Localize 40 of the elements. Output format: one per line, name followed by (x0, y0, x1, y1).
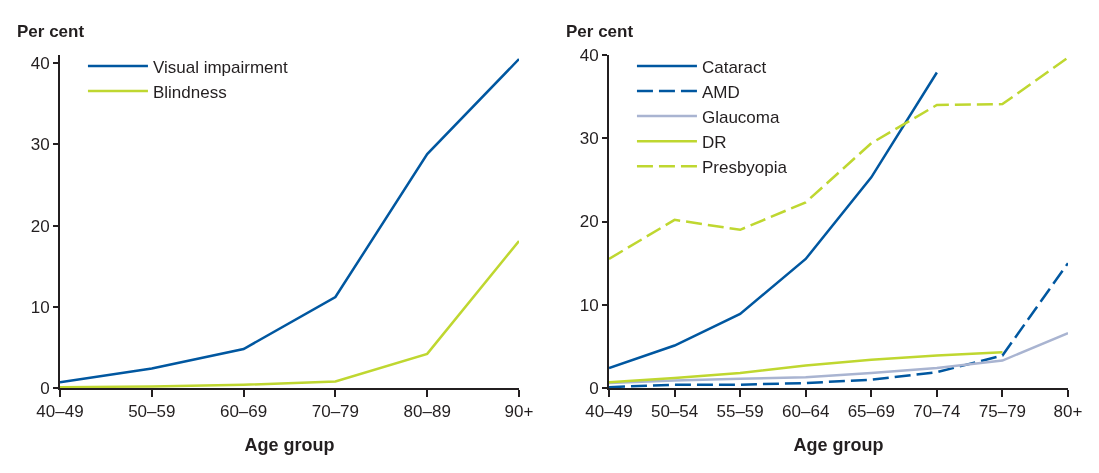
x-axis-title: Age group (793, 435, 884, 455)
y-tick-label: 40 (30, 54, 50, 74)
legend-label: Presbyopia (701, 157, 788, 177)
x-tick-label: 70–79 (311, 402, 360, 422)
y-axis-title: Per cent (566, 22, 634, 41)
y-tick-label: 10 (579, 295, 599, 315)
x-tick-label: 40–49 (585, 402, 633, 422)
line-series (60, 57, 519, 384)
y-tick-label: 30 (579, 129, 599, 149)
x-tick-label: 90+ (504, 402, 534, 422)
y-tick-label: 0 (589, 378, 599, 398)
legend-label: AMD (701, 82, 740, 102)
x-tick-label: 40–49 (36, 402, 84, 422)
x-tick-label: 50–54 (650, 402, 699, 422)
x-tick-label: 55–59 (716, 402, 764, 422)
x-tick-label: 60–64 (782, 402, 830, 422)
x-tick-label: 75–79 (978, 402, 1027, 422)
legend-label: Glaucoma (701, 107, 780, 127)
line-series (609, 331, 1068, 385)
y-axis-title: Per cent (17, 22, 85, 41)
line-series (609, 56, 1068, 261)
x-tick-label: 80–89 (403, 402, 451, 422)
y-tick-label: 0 (40, 378, 50, 398)
y-tick-label: 20 (30, 216, 50, 236)
line-series (609, 71, 939, 370)
legend-label: Cataract (701, 57, 767, 77)
x-tick-label: 50–59 (128, 402, 176, 422)
y-tick-label: 20 (579, 212, 599, 232)
x-tick-label: 60–69 (219, 402, 268, 422)
y-tick-label: 10 (30, 297, 50, 317)
x-tick-label: 70–74 (913, 402, 961, 422)
y-tick-label: 30 (30, 135, 50, 155)
legend-label: DR (701, 132, 727, 152)
x-tick-label: 65–69 (847, 402, 895, 422)
y-tick-label: 40 (579, 45, 599, 65)
x-axis-title: Age group (244, 435, 335, 455)
legend-label: Blindness (152, 82, 227, 102)
line-series (609, 350, 1004, 384)
x-tick-label: 80+ (1053, 402, 1083, 422)
legend-label: Visual impairment (152, 57, 289, 77)
